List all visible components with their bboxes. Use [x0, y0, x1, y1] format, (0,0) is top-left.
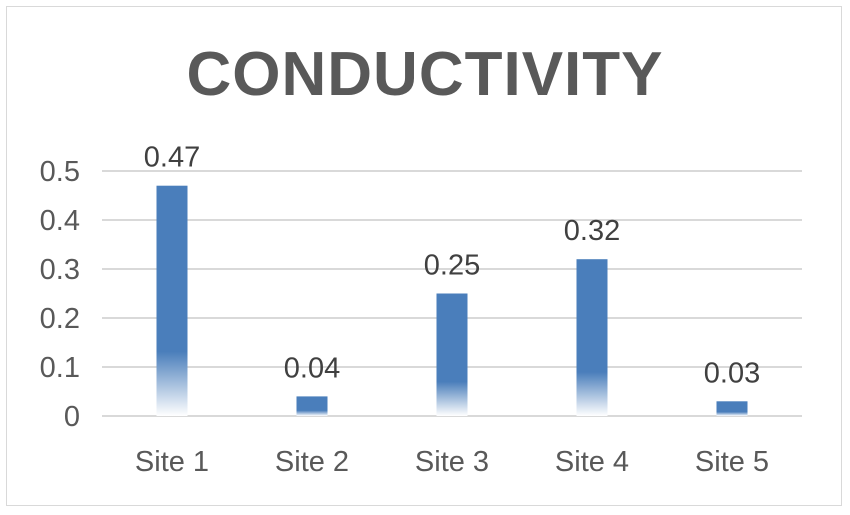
- data-label-5: 0.03: [704, 357, 760, 389]
- y-tick-label-4: 0.4: [40, 205, 80, 237]
- category-label-4: Site 4: [555, 446, 629, 478]
- data-label-1: 0.47: [144, 142, 200, 174]
- y-tick-label-5: 0.5: [40, 156, 80, 188]
- y-tick-label-1: 0.1: [40, 352, 80, 384]
- chart-frame: [6, 6, 842, 506]
- data-labels: 0.47 0.04 0.25 0.32 0.03: [144, 142, 760, 390]
- y-axis-ticks: 0 0.1 0.2 0.3 0.4 0.5: [40, 156, 80, 433]
- data-label-4: 0.32: [564, 215, 620, 247]
- y-tick-label-0: 0: [64, 401, 80, 433]
- bars: [156, 185, 748, 416]
- chart-title: CONDUCTIVITY: [186, 40, 664, 109]
- category-label-3: Site 3: [415, 446, 489, 478]
- category-label-2: Site 2: [275, 446, 349, 478]
- category-label-5: Site 5: [695, 446, 769, 478]
- bar-2: [296, 396, 328, 416]
- y-tick-label-3: 0.3: [40, 254, 80, 286]
- x-axis-categories: Site 1 Site 2 Site 3 Site 4 Site 5: [135, 446, 769, 478]
- bar-3: [436, 293, 468, 416]
- category-label-1: Site 1: [135, 446, 209, 478]
- bar-1: [156, 185, 188, 416]
- bar-5: [716, 401, 748, 416]
- y-tick-label-2: 0.2: [40, 303, 80, 335]
- bar-4: [576, 259, 608, 416]
- data-label-3: 0.25: [424, 250, 480, 282]
- data-label-2: 0.04: [284, 352, 340, 384]
